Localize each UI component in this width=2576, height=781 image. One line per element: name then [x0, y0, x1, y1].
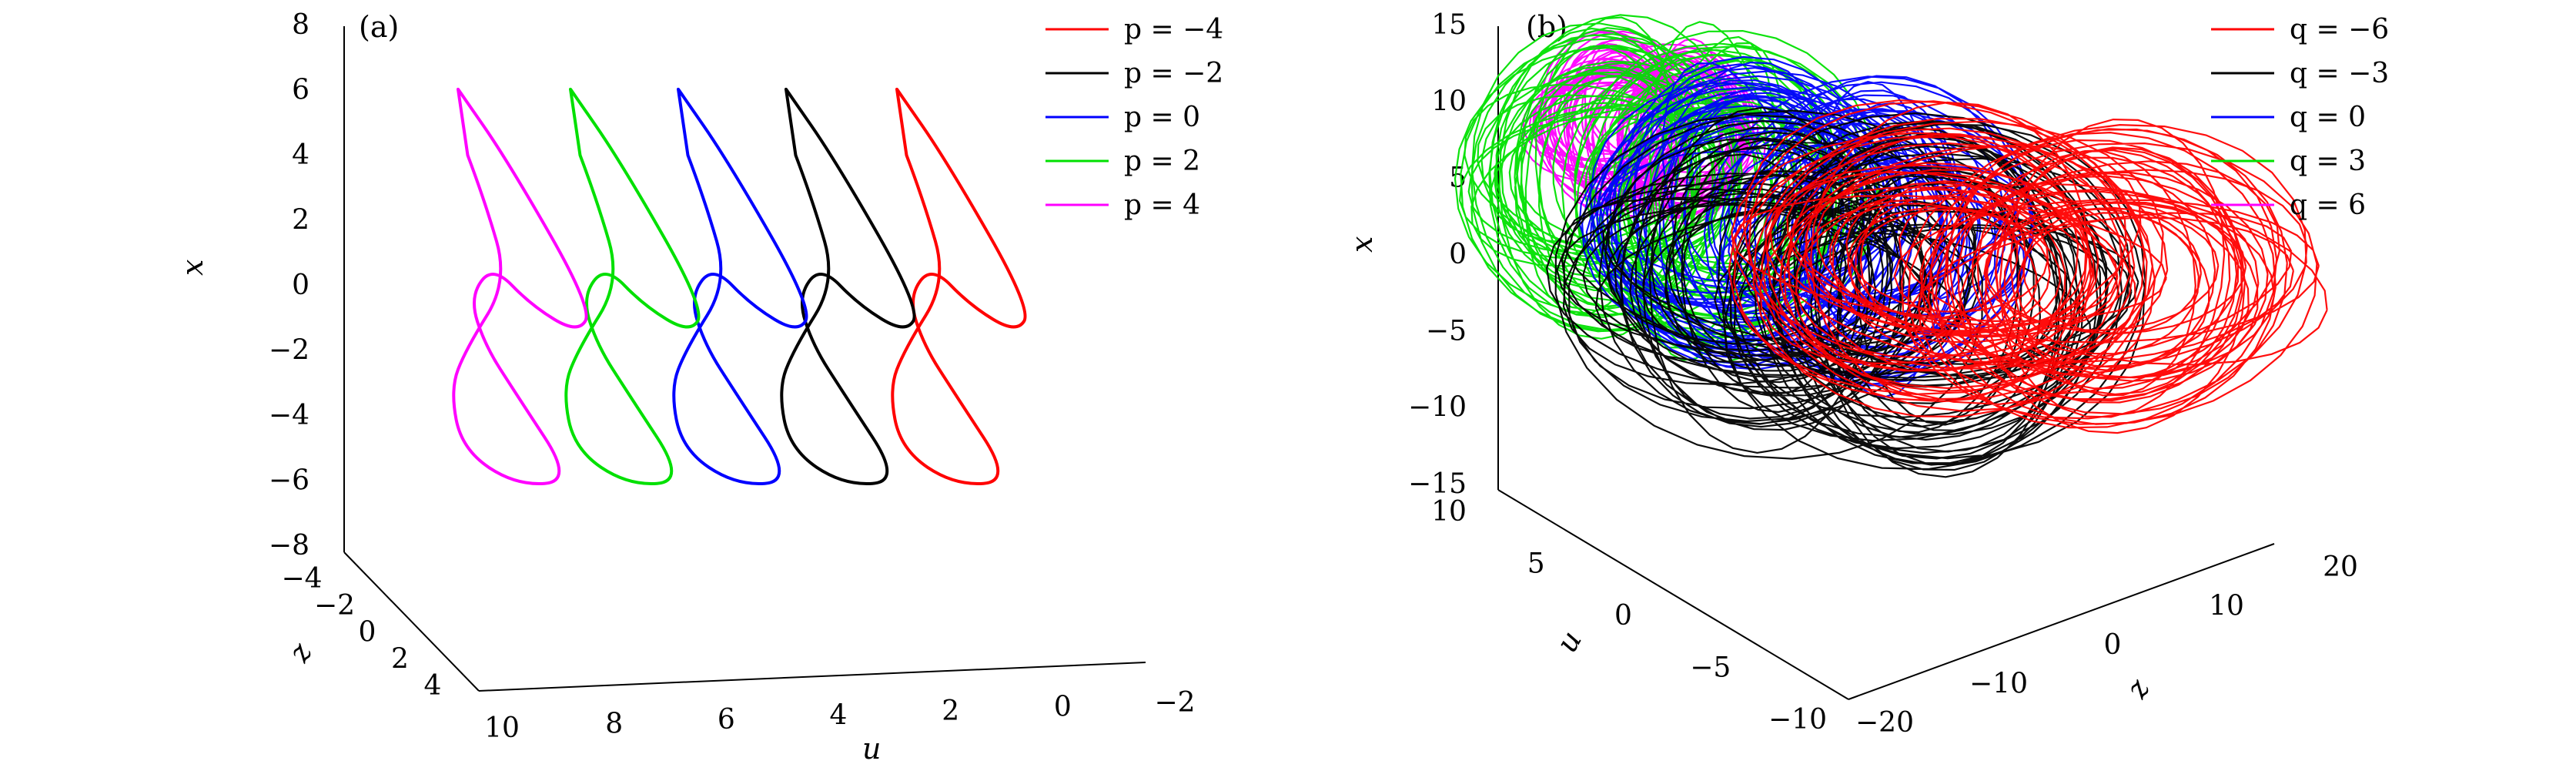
- panel-a-x-tick: 4: [292, 139, 309, 171]
- panel-b-legend-entry: q = 0: [2290, 102, 2366, 133]
- panel-a-curves: [452, 87, 1027, 485]
- panel-b-u-tick: −10: [1768, 704, 1827, 736]
- panel-a-legend-entry: p = 2: [1124, 146, 1200, 177]
- panel-a-u-axis: [478, 662, 1146, 692]
- panel-b-u-tick: 10: [1431, 496, 1467, 528]
- panel-a-u-tick: 2: [942, 696, 959, 727]
- panel-b-z-axis: [1848, 543, 2275, 700]
- panel-b-u-tick: −5: [1690, 652, 1731, 684]
- panel-a-x-tick: −6: [269, 465, 309, 497]
- panel-a-x-tick: −4: [269, 400, 309, 431]
- panel-b-x-tick: −5: [1426, 315, 1467, 347]
- panel-a-u-tick: 8: [605, 709, 623, 740]
- panel-b-series-line: [1728, 99, 2328, 434]
- panel-b-curves: [1454, 14, 2328, 478]
- panel-b-u-axis: [1497, 489, 1849, 700]
- panel-a-legend-entry: p = 4: [1124, 189, 1200, 221]
- panel-a-ylabel: z: [281, 636, 319, 668]
- panel-b-x-tick: −10: [1408, 392, 1467, 424]
- panel-b-x-tick: 0: [1449, 239, 1467, 270]
- panel-b-u-tick: 0: [1614, 600, 1632, 632]
- panel-b-depth-ticks: 10 5 0 −5 −10: [1431, 496, 1827, 736]
- panel-b-legend-entry: q = 3: [2290, 146, 2366, 177]
- panel-a-x-tick: 0: [292, 270, 309, 301]
- panel-a-series-line: [891, 87, 1027, 485]
- panel-b-z-tick: 10: [2209, 591, 2244, 622]
- panel-b-z-tick: 20: [2323, 551, 2358, 583]
- panel-a-x-tick: −8: [269, 530, 309, 561]
- panel-a-xlabel: u: [862, 732, 881, 766]
- panel-a-z-tick: 4: [424, 670, 442, 702]
- panel-a-x-tick: −2: [269, 335, 309, 367]
- panel-b-z-tick: 0: [2104, 629, 2122, 661]
- panel-a-u-tick: 0: [1054, 692, 1072, 723]
- panel-a-z-tick: −4: [281, 563, 322, 595]
- panel-a-series-line: [564, 87, 701, 485]
- panel-a-z-tick: −2: [314, 590, 355, 622]
- panel-b-x-tick: 10: [1431, 85, 1467, 117]
- panel-a-series-line: [672, 87, 808, 485]
- panel-b-x-tick: −15: [1408, 468, 1467, 500]
- panel-b-xlabel: z: [2119, 672, 2156, 704]
- panel-a-legend: p = −4 p = −2 p = 0 p = 2 p = 4: [1045, 14, 1223, 221]
- panel-a-zlabel: x: [176, 260, 209, 276]
- panel-a-x-tick: 2: [292, 205, 309, 236]
- panel-a-x-tick: 6: [292, 75, 309, 106]
- panel-b-legend-entry: q = 6: [2290, 189, 2366, 221]
- panel-a-horizontal-ticks: 10 8 6 4 2 0 −2: [484, 687, 1195, 744]
- panel-a-u-tick: 10: [484, 712, 520, 744]
- panel-b-zlabel: x: [1345, 236, 1379, 253]
- panel-b-z-tick: −20: [1855, 707, 1914, 739]
- panel-b-horizontal-ticks: −20 −10 0 10 20: [1855, 551, 2358, 739]
- panel-b-legend-entry: q = −3: [2290, 58, 2389, 89]
- panel-b-legend-entry: q = −6: [2290, 14, 2389, 45]
- panel-b-u-tick: 5: [1527, 548, 1545, 580]
- panel-b-z-tick: −10: [1969, 669, 2028, 700]
- panel-a-legend-entry: p = −2: [1124, 58, 1223, 89]
- panel-a-legend-entry: p = −4: [1124, 14, 1223, 45]
- panel-a-series-line: [780, 87, 916, 485]
- panel-b-legend: q = −6 q = −3 q = 0 q = 3 q = 6: [2211, 14, 2389, 221]
- panel-a-u-tick: 4: [830, 700, 848, 732]
- panel-a-z-tick: 0: [359, 617, 376, 649]
- panel-a-u-tick: 6: [718, 704, 735, 736]
- panel-a-label: (a): [359, 10, 399, 44]
- panel-a-vertical-ticks: 8 6 4 2 0 −2 −4 −6 −8: [269, 9, 309, 561]
- panel-a-u-tick: −2: [1154, 687, 1195, 719]
- panel-b-ylabel: u: [1550, 625, 1588, 658]
- panel-a-z-axis: [343, 551, 480, 692]
- panel-b-x-tick: 15: [1431, 9, 1467, 41]
- panel-a-x-tick: 8: [292, 9, 309, 41]
- panel-a-z-tick: 2: [391, 643, 409, 675]
- panel-a-legend-entry: p = 0: [1124, 102, 1200, 133]
- panel-a-series-line: [452, 87, 588, 485]
